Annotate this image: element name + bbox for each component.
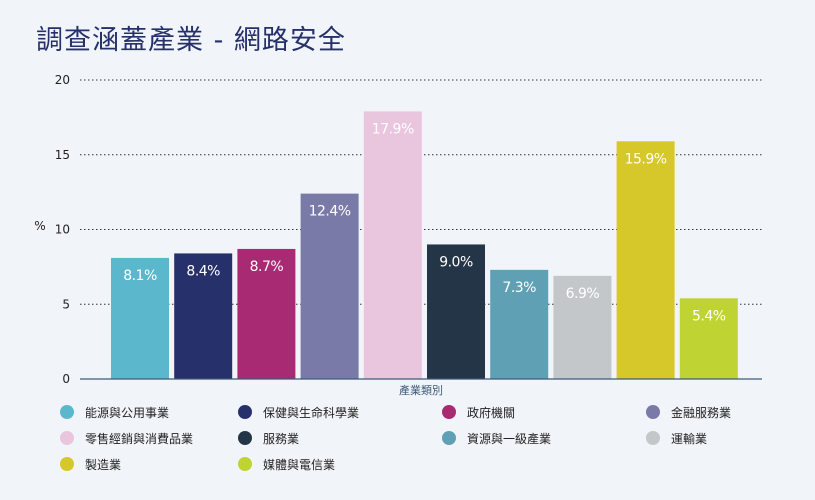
bar-data-label: 12.4% [309, 204, 351, 220]
legend-label: 零售經銷與消費品業 [85, 431, 194, 446]
bar-chart: 0 5 10 15 20 % 8.1% 8.4% 8.7% 12.4% 17.9% 9.0% 7.3… [34, 73, 762, 397]
y-tick-label: 0 [62, 372, 70, 386]
y-tick-labels: 0 5 10 15 20 [55, 73, 70, 386]
legend-label: 運輸業 [671, 431, 708, 446]
legend-swatch [442, 405, 456, 419]
legend-swatch [60, 405, 74, 419]
y-tick-label: 20 [55, 73, 70, 87]
legend-label: 服務業 [263, 431, 300, 446]
legend-item: 金融服務業 [646, 402, 780, 422]
legend-item: 製造業 [60, 454, 238, 474]
bar-data-label: 7.3% [502, 280, 536, 296]
legend-label: 政府機關 [467, 405, 516, 420]
y-axis-label: % [34, 219, 45, 233]
legend-label: 金融服務業 [671, 405, 732, 420]
legend-label: 製造業 [85, 457, 122, 472]
bar-data-label: 8.4% [186, 263, 220, 279]
bar-data-label: 6.9% [566, 286, 600, 302]
legend-item: 能源與公用事業 [60, 402, 238, 422]
bar-data-label: 5.4% [692, 308, 726, 324]
bar [427, 244, 485, 379]
bar [363, 111, 422, 380]
bar [300, 193, 359, 379]
legend: 能源與公用事業 保健與生命科學業 政府機關 金融服務業零售經銷與消費品業 服務業 資源與一… [60, 402, 780, 474]
bar [490, 269, 549, 379]
legend-label: 資源與一級產業 [467, 431, 552, 446]
legend-item: 政府機關 [442, 402, 646, 422]
legend-item: 運輸業 [646, 428, 780, 448]
bar [111, 257, 169, 379]
y-tick-label: 10 [55, 223, 70, 237]
bar [237, 248, 296, 379]
bar [174, 253, 233, 379]
legend-swatch [238, 457, 252, 471]
legend-label: 保健與生命科學業 [263, 405, 360, 420]
bars: 8.1% 8.4% 8.7% 12.4% 17.9% 9.0% 7.3% 6.9% 15.9% 5… [111, 111, 738, 380]
legend-swatch [238, 405, 252, 419]
chart-title: 調查涵蓋產業 - 網路安全 [36, 25, 346, 56]
legend-swatch [646, 431, 660, 445]
x-axis-label: 產業類別 [399, 383, 443, 397]
bar-data-label: 15.9% [625, 151, 667, 167]
bar-data-label: 8.1% [123, 268, 157, 284]
bar-data-label: 8.7% [250, 259, 284, 275]
legend-item: 媒體與電信業 [238, 454, 442, 474]
y-tick-label: 5 [62, 297, 70, 311]
legend-swatch [442, 431, 456, 445]
legend-swatch [60, 431, 74, 445]
bar [553, 275, 612, 379]
legend-item: 服務業 [238, 428, 442, 448]
bar [679, 298, 738, 379]
legend-swatch [60, 457, 74, 471]
legend-label: 媒體與電信業 [263, 457, 336, 472]
legend-item: 資源與一級產業 [442, 428, 646, 448]
legend-item: 保健與生命科學業 [238, 402, 442, 422]
legend-item: 零售經銷與消費品業 [60, 428, 238, 448]
bar [616, 141, 675, 379]
legend-swatch [646, 405, 660, 419]
y-tick-label: 15 [55, 148, 70, 162]
legend-label: 能源與公用事業 [85, 405, 170, 420]
bar-data-label: 17.9% [372, 121, 414, 137]
bar-data-label: 9.0% [439, 254, 473, 270]
legend-swatch [238, 431, 252, 445]
